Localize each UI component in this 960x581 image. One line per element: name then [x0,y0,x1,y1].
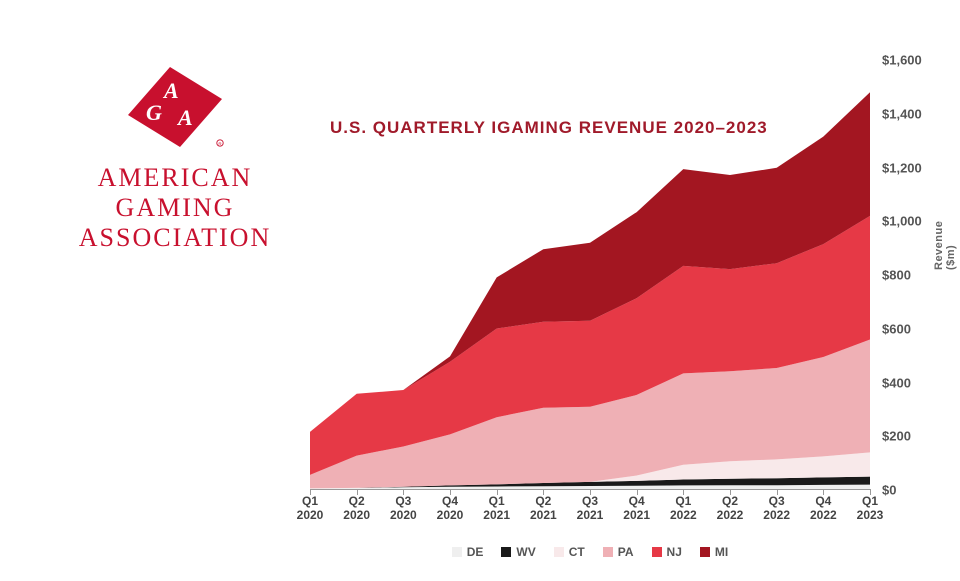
x-axis: Q12020Q22020Q32020Q42020Q12021Q22021Q320… [310,494,870,534]
x-tick-label: Q32021 [565,494,615,523]
y-tick-label: $400 [882,375,911,390]
chart-plot-area [310,60,870,490]
x-tick-quarter: Q2 [349,494,365,508]
logo-mark: A G A R [120,65,230,155]
y-tick-label: $600 [882,321,911,336]
legend-swatch [652,547,662,557]
x-tick-year: 2020 [285,508,335,522]
legend-item-wv: WV [501,545,535,559]
x-tick-quarter: Q1 [302,494,318,508]
x-tick-label: Q42020 [425,494,475,523]
x-tick-quarter: Q4 [442,494,458,508]
x-tick-mark [310,489,311,495]
x-tick-quarter: Q4 [815,494,831,508]
x-tick-quarter: Q1 [862,494,878,508]
legend-item-de: DE [452,545,484,559]
x-tick-mark [357,489,358,495]
x-tick-year: 2020 [332,508,382,522]
x-tick-year: 2022 [798,508,848,522]
y-axis-title: Revenue ($m) [933,221,957,270]
logo-line-1: AMERICAN [60,163,290,193]
legend-label: NJ [667,545,682,559]
x-tick-mark [543,489,544,495]
x-tick-mark [403,489,404,495]
x-tick-year: 2023 [845,508,895,522]
svg-text:A: A [176,105,193,130]
legend-label: WV [516,545,535,559]
logo-block: A G A R AMERICAN GAMING ASSOCIATION [60,65,290,253]
x-tick-year: 2021 [565,508,615,522]
svg-text:A: A [162,78,179,103]
x-tick-quarter: Q2 [722,494,738,508]
x-tick-quarter: Q2 [535,494,551,508]
chart-legend: DE WV CT PA NJ MI [310,540,870,564]
x-tick-mark [590,489,591,495]
x-tick-mark [683,489,684,495]
x-tick-label: Q22020 [332,494,382,523]
y-axis: $0$200$400$600$800$1,000$1,200$1,400$1,6… [870,60,940,490]
x-tick-label: Q12021 [472,494,522,523]
x-tick-quarter: Q1 [675,494,691,508]
legend-item-ct: CT [554,545,585,559]
stacked-area-chart [310,60,870,490]
x-tick-quarter: Q3 [582,494,598,508]
x-tick-year: 2020 [425,508,475,522]
y-tick-label: $1,200 [882,160,922,175]
logo-line-3: ASSOCIATION [60,223,290,253]
x-tick-quarter: Q4 [629,494,645,508]
x-tick-mark [450,489,451,495]
y-tick-label: $1,000 [882,214,922,229]
x-tick-quarter: Q3 [395,494,411,508]
x-tick-quarter: Q3 [769,494,785,508]
legend-label: PA [618,545,634,559]
logo-line-2: GAMING [60,193,290,223]
x-tick-label: Q12020 [285,494,335,523]
y-tick-label: $800 [882,268,911,283]
legend-swatch [603,547,613,557]
x-tick-year: 2021 [472,508,522,522]
y-tick-label: $1,400 [882,106,922,121]
legend-item-mi: MI [700,545,728,559]
x-tick-label: Q12023 [845,494,895,523]
legend-swatch [501,547,511,557]
logo-wordmark: AMERICAN GAMING ASSOCIATION [60,163,290,253]
x-tick-year: 2022 [752,508,802,522]
x-tick-mark [730,489,731,495]
x-tick-label: Q42021 [612,494,662,523]
legend-label: DE [467,545,484,559]
x-tick-mark [497,489,498,495]
x-tick-year: 2022 [658,508,708,522]
x-tick-label: Q22021 [518,494,568,523]
x-tick-year: 2022 [705,508,755,522]
legend-swatch [554,547,564,557]
legend-label: MI [715,545,728,559]
x-tick-mark [637,489,638,495]
x-tick-label: Q32020 [378,494,428,523]
x-tick-mark [777,489,778,495]
x-tick-label: Q22022 [705,494,755,523]
x-tick-label: Q42022 [798,494,848,523]
x-tick-mark [823,489,824,495]
x-tick-year: 2021 [518,508,568,522]
legend-item-pa: PA [603,545,634,559]
y-tick-label: $1,600 [882,53,922,68]
x-tick-year: 2020 [378,508,428,522]
x-tick-label: Q32022 [752,494,802,523]
y-tick-label: $200 [882,429,911,444]
legend-swatch [700,547,710,557]
x-tick-quarter: Q1 [489,494,505,508]
svg-text:G: G [146,100,162,125]
legend-swatch [452,547,462,557]
x-tick-year: 2021 [612,508,662,522]
legend-item-nj: NJ [652,545,682,559]
x-tick-mark [870,489,871,495]
legend-label: CT [569,545,585,559]
x-tick-label: Q12022 [658,494,708,523]
